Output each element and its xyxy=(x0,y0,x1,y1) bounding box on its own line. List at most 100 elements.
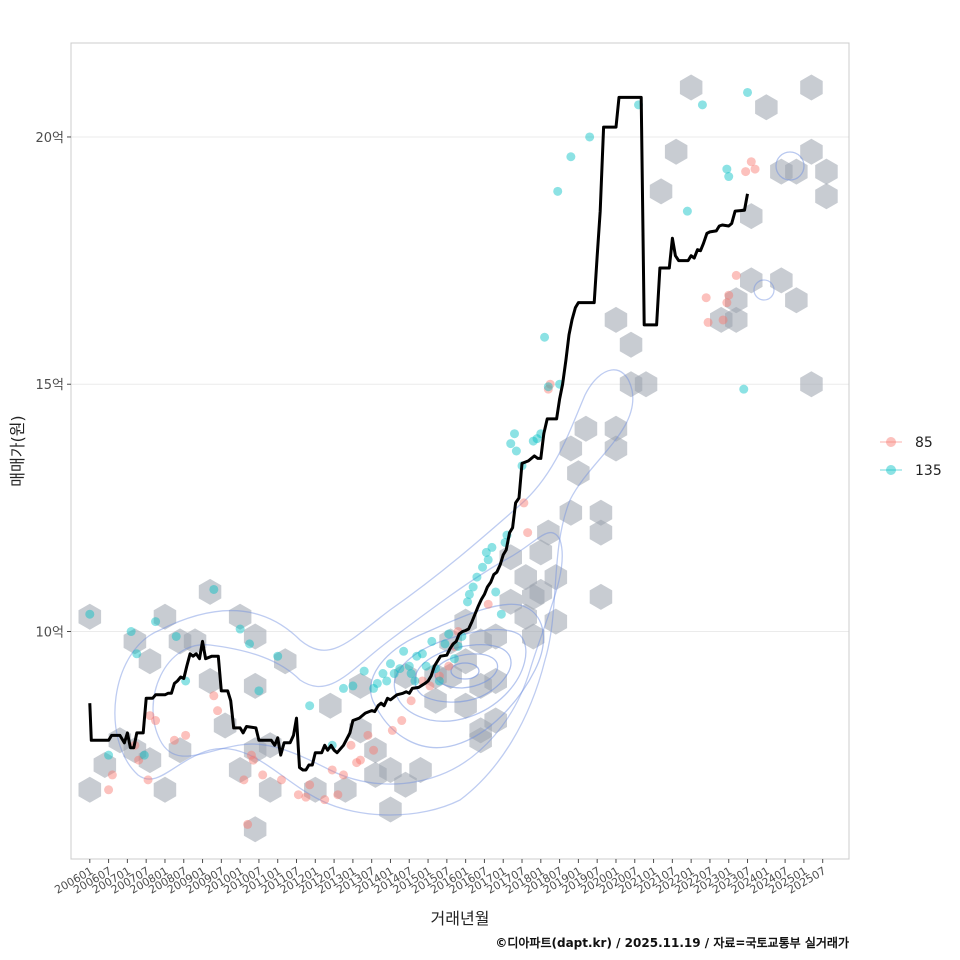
hexbin-cell xyxy=(334,776,357,803)
point-85 xyxy=(151,716,161,726)
point-135 xyxy=(483,555,493,565)
y-tick-label: 10억 xyxy=(35,626,64,641)
hexbin-cell xyxy=(243,623,267,650)
point-85 xyxy=(724,290,734,300)
point-135 xyxy=(453,641,463,651)
point-85 xyxy=(239,775,249,785)
point-135 xyxy=(463,597,473,607)
hexbin-cell xyxy=(544,608,568,635)
point-135 xyxy=(434,676,444,686)
point-135 xyxy=(399,646,409,656)
point-85 xyxy=(181,730,191,740)
point-135 xyxy=(427,636,437,646)
point-135 xyxy=(449,654,459,664)
hexbin-cell xyxy=(379,796,402,823)
contour-line xyxy=(775,151,805,181)
point-85 xyxy=(703,317,713,327)
point-135 xyxy=(338,683,348,693)
contour-line xyxy=(369,603,545,749)
hexbin-cell xyxy=(567,460,590,487)
hexbin-cell xyxy=(243,672,267,699)
hexbin-cell xyxy=(529,578,553,605)
point-135 xyxy=(421,661,431,671)
hexbin-cell xyxy=(258,776,282,803)
point-85 xyxy=(718,315,728,325)
point-135 xyxy=(104,750,114,760)
point-85 xyxy=(338,770,348,780)
hexbin-cell xyxy=(168,737,192,764)
point-135 xyxy=(553,186,563,196)
point-135 xyxy=(385,659,395,669)
point-85 xyxy=(346,740,356,750)
point-135 xyxy=(481,547,491,557)
hexbin-cell xyxy=(228,603,252,630)
hexbin-cell xyxy=(649,178,673,205)
hexbin-cell xyxy=(274,648,297,675)
point-135 xyxy=(85,609,95,619)
point-85 xyxy=(258,770,268,780)
point-135 xyxy=(468,582,478,592)
point-135 xyxy=(739,384,749,394)
hexbin-cell xyxy=(815,158,838,185)
point-85 xyxy=(248,755,258,765)
trend-line xyxy=(88,95,749,772)
point-85 xyxy=(352,758,362,768)
point-85 xyxy=(444,661,454,671)
point-135 xyxy=(543,382,553,392)
point-85 xyxy=(246,750,256,760)
point-135 xyxy=(406,669,416,679)
plot-panel xyxy=(71,43,849,859)
legend-item-135: 135 xyxy=(880,463,942,479)
point-135 xyxy=(417,649,427,659)
point-135 xyxy=(540,332,550,342)
hexbin-cell xyxy=(153,776,177,803)
point-135 xyxy=(139,750,149,760)
point-135 xyxy=(464,589,474,599)
hexbin-cell xyxy=(755,94,778,121)
contour-line xyxy=(152,532,563,785)
contour-line xyxy=(434,653,499,689)
legend-label: 85 xyxy=(915,435,933,451)
point-85 xyxy=(523,528,533,538)
hexbin-cell xyxy=(123,628,147,655)
hexbin-cell xyxy=(800,138,823,165)
point-135 xyxy=(389,669,399,679)
point-135 xyxy=(254,686,264,696)
point-85 xyxy=(746,157,756,167)
hexbin-cell xyxy=(304,776,327,803)
point-135 xyxy=(171,631,181,641)
point-135 xyxy=(722,164,732,174)
hexbin-cell xyxy=(785,158,808,185)
point-85 xyxy=(320,795,330,805)
point-85 xyxy=(722,298,732,308)
legend-key-point xyxy=(886,465,896,475)
point-135 xyxy=(487,542,497,552)
point-135 xyxy=(743,87,753,97)
x-axis-title: 거래년월 xyxy=(431,909,490,928)
point-85 xyxy=(243,819,253,829)
point-85 xyxy=(369,745,379,755)
point-85 xyxy=(104,785,114,795)
legend-label: 135 xyxy=(915,463,942,479)
hexbin-cell xyxy=(815,183,838,210)
y-tick-label: 15억 xyxy=(35,378,64,393)
point-85 xyxy=(333,790,343,800)
hexbin-cell xyxy=(559,499,583,526)
point-85 xyxy=(355,755,365,765)
hexbin-cell xyxy=(589,583,613,610)
point-85 xyxy=(741,167,751,177)
point-85 xyxy=(143,775,153,785)
hexbin-cell xyxy=(604,415,628,442)
point-85 xyxy=(397,716,407,726)
hexbin-cell xyxy=(740,267,763,294)
point-135 xyxy=(472,572,482,582)
hexbin-cell xyxy=(574,415,598,442)
point-135 xyxy=(245,639,255,649)
point-85 xyxy=(327,765,337,775)
hexbin-cell xyxy=(484,668,507,694)
point-135 xyxy=(528,436,538,446)
point-135 xyxy=(682,206,692,216)
point-135 xyxy=(509,429,519,439)
hexbin-cell xyxy=(619,331,643,358)
point-135 xyxy=(506,439,516,449)
